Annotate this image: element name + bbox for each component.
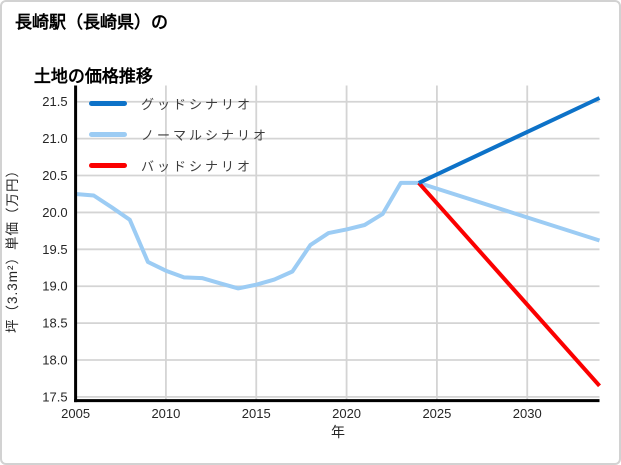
y-tick-label: 19.0 — [42, 279, 67, 294]
y-tick-label: 18.0 — [42, 353, 67, 368]
x-tick-label: 2010 — [151, 406, 180, 421]
y-tick-label: 17.5 — [42, 389, 67, 404]
legend-item-good: グッドシナリオ — [89, 88, 269, 119]
page-title: 長崎駅（長崎県）の 土地の価格推移 — [15, 9, 168, 117]
bad-scenario-line-swatch — [89, 163, 127, 168]
chart-legend: グッドシナリオ ノーマルシナリオ バッドシナリオ — [89, 88, 269, 181]
legend-item-bad: バッドシナリオ — [89, 150, 269, 181]
page-title-line2: 土地の価格推移 — [33, 67, 153, 86]
x-tick-label: 2025 — [422, 406, 451, 421]
y-tick-label: 21.5 — [42, 94, 67, 109]
series-line-bad — [417, 181, 601, 388]
y-tick-label: 20.5 — [42, 168, 67, 183]
y-tick-label: 18.5 — [42, 316, 67, 331]
legend-label-good: グッドシナリオ — [141, 97, 254, 112]
legend-item-normal: ノーマルシナリオ — [89, 119, 269, 150]
page-title-line1: 長崎駅（長崎県）の — [15, 13, 168, 32]
y-tick-label: 20.0 — [42, 205, 67, 220]
good-scenario-line-swatch — [89, 101, 127, 106]
x-tick-label: 2020 — [332, 406, 361, 421]
x-tick-label: 2015 — [242, 406, 271, 421]
normal-scenario-line-swatch — [89, 132, 127, 137]
y-tick-label: 19.5 — [42, 242, 67, 257]
legend-label-bad: バッドシナリオ — [141, 159, 254, 174]
x-tick-label: 2005 — [61, 406, 90, 421]
x-axis-label: 年 — [331, 424, 345, 440]
series-line-normal — [75, 180, 601, 291]
series-line-good — [417, 96, 601, 185]
x-tick-label: 2030 — [513, 406, 542, 421]
legend-label-normal: ノーマルシナリオ — [141, 128, 270, 143]
y-tick-label: 21.0 — [42, 131, 67, 146]
y-axis-label: 坪（3.3m²）単価（万円） — [5, 163, 20, 334]
